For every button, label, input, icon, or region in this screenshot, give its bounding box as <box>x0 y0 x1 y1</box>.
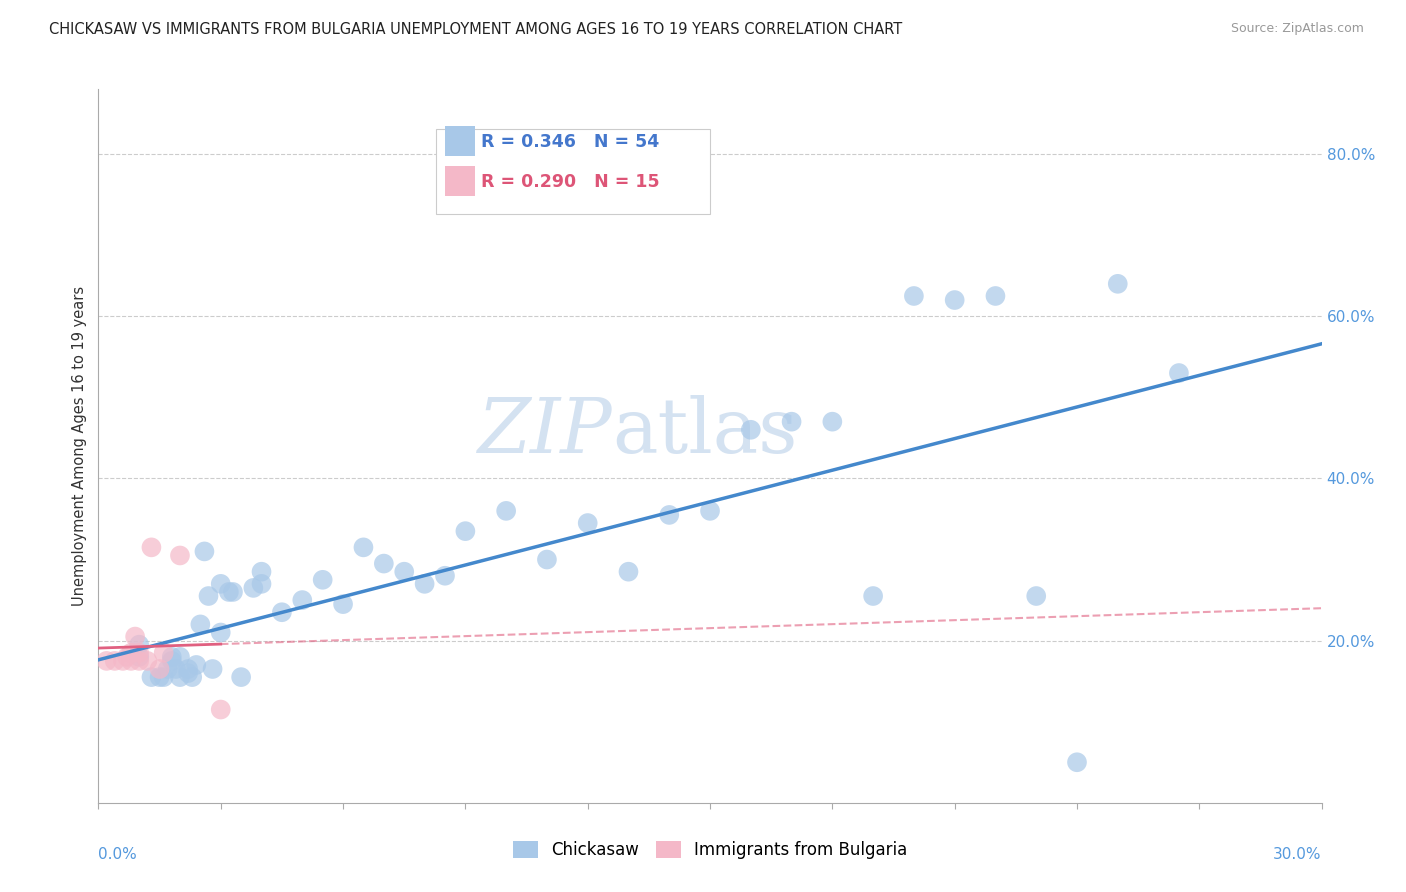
Point <box>821 415 844 429</box>
Point <box>373 557 395 571</box>
Text: 30.0%: 30.0% <box>1274 847 1322 863</box>
Point <box>699 504 721 518</box>
Text: ZIP: ZIP <box>478 395 612 468</box>
Point <box>181 670 204 684</box>
Text: 0.0%: 0.0% <box>98 847 138 863</box>
Point <box>149 670 172 684</box>
Point <box>128 646 150 660</box>
Point <box>617 565 640 579</box>
Point <box>169 670 191 684</box>
Text: R = 0.346   N = 54: R = 0.346 N = 54 <box>481 133 659 151</box>
Point <box>943 293 966 307</box>
Text: CHICKASAW VS IMMIGRANTS FROM BULGARIA UNEMPLOYMENT AMONG AGES 16 TO 19 YEARS COR: CHICKASAW VS IMMIGRANTS FROM BULGARIA UN… <box>49 22 903 37</box>
Point <box>576 516 599 530</box>
Point <box>780 415 803 429</box>
Point <box>120 646 142 660</box>
Y-axis label: Unemployment Among Ages 16 to 19 years: Unemployment Among Ages 16 to 19 years <box>72 286 87 606</box>
Point <box>209 702 232 716</box>
Point <box>177 666 200 681</box>
Point <box>96 654 118 668</box>
Point <box>434 568 457 582</box>
Point <box>1025 589 1047 603</box>
Point <box>1066 756 1088 770</box>
Point <box>115 649 138 664</box>
Point <box>250 565 273 579</box>
Point <box>222 585 245 599</box>
Legend: Chickasaw, Immigrants from Bulgaria: Chickasaw, Immigrants from Bulgaria <box>506 834 914 866</box>
Point <box>984 289 1007 303</box>
Point <box>231 670 253 684</box>
Point <box>352 541 374 555</box>
Point <box>201 662 224 676</box>
Point <box>169 649 191 664</box>
Text: atlas: atlas <box>612 395 797 468</box>
Point <box>658 508 681 522</box>
Point <box>120 654 142 668</box>
Text: R = 0.290   N = 15: R = 0.290 N = 15 <box>481 173 659 191</box>
Point <box>332 597 354 611</box>
Point <box>291 593 314 607</box>
Point <box>160 649 183 664</box>
Point <box>1107 277 1129 291</box>
Point <box>160 654 183 668</box>
Point <box>152 646 174 660</box>
Point <box>193 544 215 558</box>
Text: Source: ZipAtlas.com: Source: ZipAtlas.com <box>1230 22 1364 36</box>
Point <box>218 585 240 599</box>
Point <box>413 577 436 591</box>
Point <box>392 565 416 579</box>
Point <box>495 504 517 518</box>
Point <box>242 581 264 595</box>
Point <box>149 662 172 676</box>
Point <box>156 662 179 676</box>
Point <box>1167 366 1189 380</box>
Point <box>186 657 208 672</box>
Point <box>128 638 150 652</box>
Point <box>111 654 134 668</box>
Point <box>536 552 558 566</box>
Point <box>209 625 232 640</box>
Point <box>250 577 273 591</box>
Point <box>141 541 163 555</box>
Point <box>165 662 187 676</box>
Point <box>124 630 146 644</box>
Point <box>141 670 163 684</box>
Point <box>136 654 159 668</box>
Point <box>128 649 150 664</box>
Point <box>740 423 762 437</box>
Point <box>862 589 884 603</box>
Point <box>128 654 150 668</box>
Point <box>152 670 174 684</box>
Point <box>188 617 212 632</box>
Point <box>270 605 294 619</box>
Point <box>903 289 925 303</box>
Point <box>312 573 335 587</box>
Point <box>454 524 477 538</box>
Point <box>104 654 127 668</box>
Point <box>197 589 219 603</box>
Point <box>209 577 232 591</box>
Point <box>169 549 191 563</box>
Point <box>177 662 200 676</box>
